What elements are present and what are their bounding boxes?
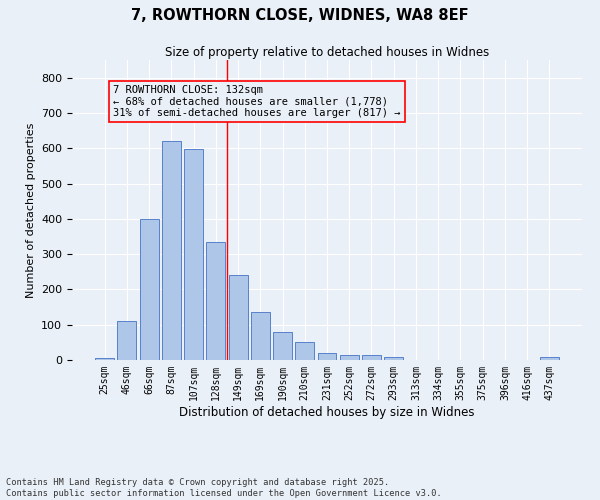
Bar — [206, 242, 225, 360]
Bar — [295, 342, 314, 360]
Bar — [362, 354, 381, 360]
Text: Contains HM Land Registry data © Crown copyright and database right 2025.
Contai: Contains HM Land Registry data © Crown c… — [6, 478, 442, 498]
Bar — [540, 357, 559, 360]
Title: Size of property relative to detached houses in Widnes: Size of property relative to detached ho… — [165, 46, 489, 59]
Y-axis label: Number of detached properties: Number of detached properties — [26, 122, 35, 298]
Bar — [162, 141, 181, 360]
Bar — [95, 358, 114, 360]
Bar — [118, 321, 136, 360]
Bar — [251, 312, 270, 360]
Text: 7 ROWTHORN CLOSE: 132sqm
← 68% of detached houses are smaller (1,778)
31% of sem: 7 ROWTHORN CLOSE: 132sqm ← 68% of detach… — [113, 84, 401, 118]
Bar — [384, 357, 403, 360]
Bar — [340, 354, 359, 360]
Text: 7, ROWTHORN CLOSE, WIDNES, WA8 8EF: 7, ROWTHORN CLOSE, WIDNES, WA8 8EF — [131, 8, 469, 22]
Bar — [140, 219, 158, 360]
Bar — [317, 353, 337, 360]
Bar — [229, 276, 248, 360]
Bar — [184, 150, 203, 360]
Bar — [273, 332, 292, 360]
X-axis label: Distribution of detached houses by size in Widnes: Distribution of detached houses by size … — [179, 406, 475, 418]
